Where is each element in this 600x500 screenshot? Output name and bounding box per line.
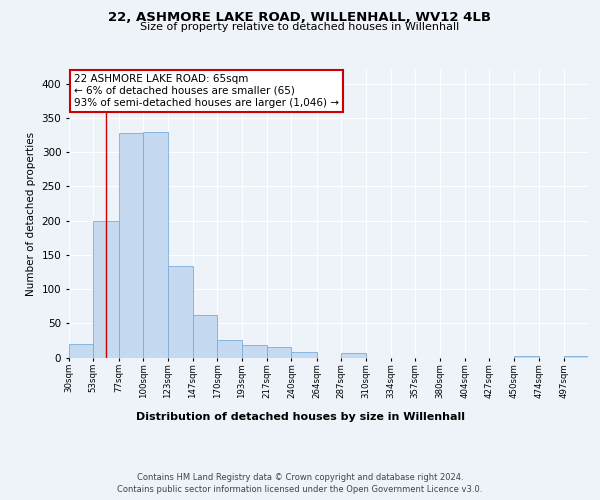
Text: 22 ASHMORE LAKE ROAD: 65sqm
← 6% of detached houses are smaller (65)
93% of semi: 22 ASHMORE LAKE ROAD: 65sqm ← 6% of deta… — [74, 74, 339, 108]
Text: Size of property relative to detached houses in Willenhall: Size of property relative to detached ho… — [140, 22, 460, 32]
Bar — [242, 345, 267, 358]
Y-axis label: Number of detached properties: Number of detached properties — [26, 132, 36, 296]
Bar — [94, 220, 119, 358]
Bar — [193, 315, 217, 358]
Text: Contains HM Land Registry data © Crown copyright and database right 2024.: Contains HM Land Registry data © Crown c… — [137, 472, 463, 482]
Bar — [341, 352, 365, 358]
Text: Contains public sector information licensed under the Open Government Licence v3: Contains public sector information licen… — [118, 485, 482, 494]
Bar — [267, 346, 292, 358]
Bar — [167, 266, 193, 358]
Text: 22, ASHMORE LAKE ROAD, WILLENHALL, WV12 4LB: 22, ASHMORE LAKE ROAD, WILLENHALL, WV12 … — [109, 11, 491, 24]
Bar — [143, 132, 167, 358]
Bar — [69, 344, 94, 358]
Bar — [119, 133, 143, 358]
Bar — [514, 356, 539, 358]
Bar — [292, 352, 317, 358]
Bar — [217, 340, 242, 357]
Text: Distribution of detached houses by size in Willenhall: Distribution of detached houses by size … — [136, 412, 464, 422]
Bar — [563, 356, 588, 358]
